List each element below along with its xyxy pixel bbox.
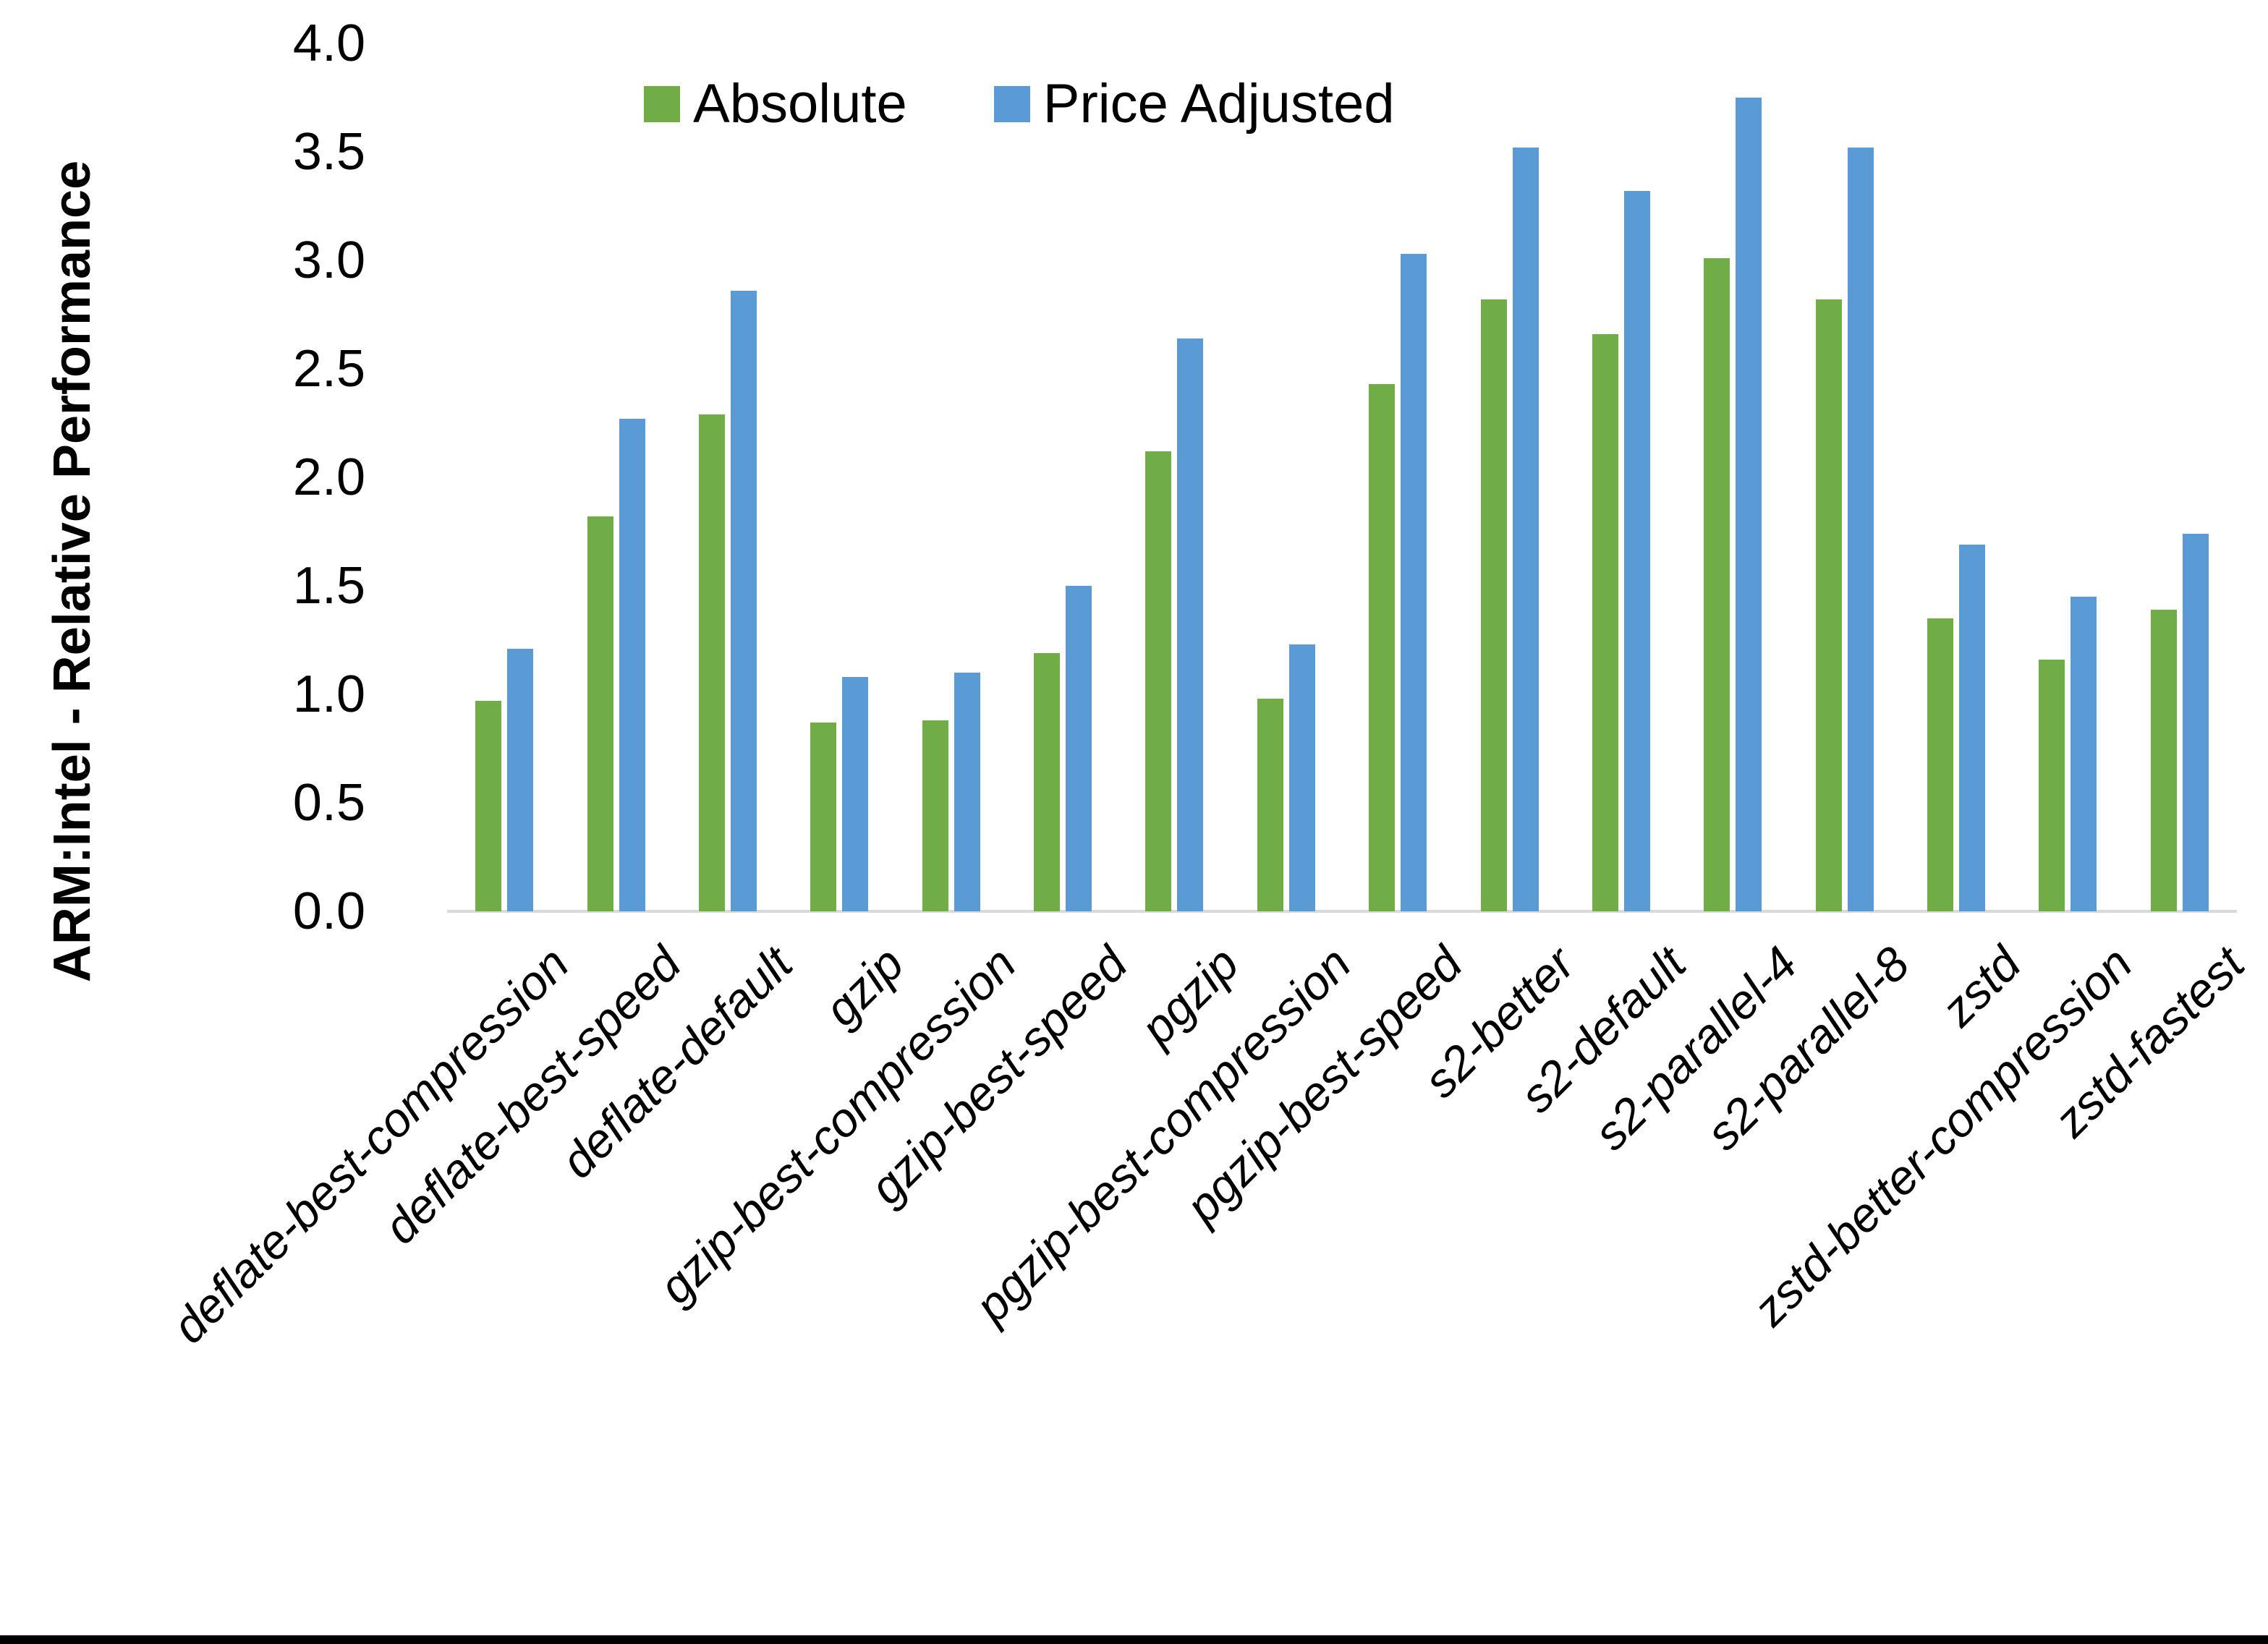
bar-absolute <box>1034 653 1061 911</box>
bar-absolute <box>1369 384 1396 911</box>
bar-group <box>1453 148 1565 911</box>
legend-swatch-icon <box>644 85 680 122</box>
bar-absolute <box>2150 610 2177 911</box>
bar-group <box>1789 148 1900 911</box>
bar-absolute <box>922 720 948 911</box>
bar-absolute <box>810 723 837 911</box>
bar-price-adjusted <box>842 677 869 911</box>
bar-group <box>2012 597 2123 911</box>
x-tick-label: gzip <box>814 936 914 1036</box>
bar-price-adjusted <box>1288 644 1315 911</box>
x-axis-line <box>447 910 2237 913</box>
bar-group <box>2124 534 2235 911</box>
window-bottom-edge <box>0 1635 2268 1644</box>
legend-label: Price Adjusted <box>1042 73 1395 135</box>
bar-absolute <box>2039 660 2065 911</box>
bar-group <box>896 673 1007 911</box>
bar-absolute <box>1704 258 1730 911</box>
y-tick-label: 1.0 <box>292 665 365 723</box>
legend-swatch-icon <box>993 85 1030 122</box>
bar-price-adjusted <box>1847 148 1874 911</box>
y-tick-label: 4.0 <box>292 14 365 72</box>
bar-group <box>1342 254 1453 911</box>
bar-price-adjusted <box>507 649 534 911</box>
bar-absolute <box>1145 451 1172 911</box>
legend-item: Absolute <box>644 72 907 135</box>
bar-group <box>672 291 783 911</box>
bar-absolute <box>1815 299 1842 911</box>
y-tick-label: 3.0 <box>292 231 365 289</box>
bar-price-adjusted <box>1177 338 1204 911</box>
y-tick-label: 0.5 <box>292 774 365 832</box>
bar-absolute <box>1592 334 1618 911</box>
bar-group <box>1677 98 1788 911</box>
bar-group <box>1231 644 1342 911</box>
bar-price-adjusted <box>2182 534 2209 911</box>
bar-price-adjusted <box>1959 545 1986 911</box>
bar-group <box>560 419 671 911</box>
bar-group <box>783 677 895 911</box>
bar-price-adjusted <box>730 291 757 911</box>
bar-price-adjusted <box>1066 586 1092 911</box>
bar-absolute <box>587 516 613 911</box>
legend-label: Absolute <box>693 73 907 135</box>
bar-price-adjusted <box>1623 191 1650 911</box>
y-tick-label: 0.0 <box>292 882 365 940</box>
bar-price-adjusted <box>2070 597 2097 911</box>
bar-group <box>1118 338 1230 911</box>
bar-absolute <box>475 701 502 911</box>
bar-price-adjusted <box>1401 254 1427 911</box>
bar-absolute <box>698 414 725 911</box>
bar-price-adjusted <box>619 419 645 911</box>
bar-absolute <box>1927 618 1954 911</box>
legend-item: Price Adjusted <box>993 72 1395 135</box>
bar-price-adjusted <box>1736 98 1762 911</box>
y-tick-label: 3.5 <box>292 123 365 181</box>
bar-group <box>1007 586 1118 911</box>
x-tick-label: zstd <box>1931 936 2031 1036</box>
legend: Absolute Price Adjusted <box>644 72 1395 135</box>
bar-price-adjusted <box>954 673 980 911</box>
bar-price-adjusted <box>1512 148 1539 911</box>
y-tick-label: 2.0 <box>292 448 365 506</box>
bar-absolute <box>1257 699 1283 911</box>
y-tick-label: 2.5 <box>292 340 365 398</box>
bar-absolute <box>1480 299 1507 911</box>
y-tick-label: 1.5 <box>292 557 365 615</box>
bar-group <box>1900 545 2012 911</box>
bar-group <box>449 649 560 911</box>
bar-group <box>1566 191 1677 911</box>
